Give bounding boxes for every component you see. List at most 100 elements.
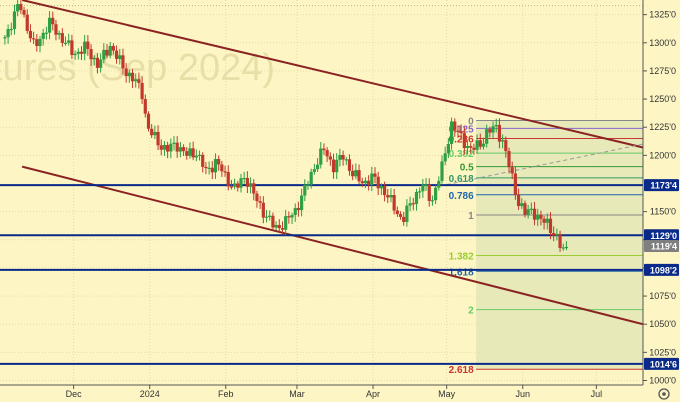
- candle-body: [47, 17, 52, 33]
- candle-body: [507, 151, 511, 168]
- candle-body: [108, 46, 112, 56]
- candle-body: [494, 124, 498, 127]
- candle-body: [146, 113, 151, 129]
- fibonacci-extension: 00.1250.2360.3820.50.6180.78611.3821.618…: [449, 116, 643, 376]
- candle-body: [287, 216, 291, 218]
- x-tick-label: May: [438, 389, 456, 399]
- projection-dashed-line: [446, 143, 644, 186]
- candle-body: [481, 143, 486, 147]
- candle-body: [197, 154, 202, 157]
- settings[interactable]: [658, 388, 670, 400]
- candle-body: [12, 11, 17, 29]
- candle-body: [363, 180, 368, 184]
- candle-body: [421, 184, 425, 192]
- candle-body: [201, 154, 205, 167]
- candle-body: [194, 155, 198, 158]
- candle-body: [392, 195, 396, 211]
- candle-body: [9, 28, 13, 31]
- candle-body: [548, 218, 553, 234]
- candle-body: [86, 41, 90, 49]
- candle-body: [328, 156, 332, 160]
- candle-body: [469, 146, 473, 148]
- candle-body: [159, 145, 163, 150]
- candle-body: [38, 38, 42, 47]
- channel-line-upper: [21, 0, 644, 149]
- price-tag-label: 1098'2: [650, 265, 677, 275]
- fib-level-label: 0: [468, 116, 474, 127]
- price-axis-bg: [643, 0, 680, 402]
- candle-body: [70, 40, 74, 56]
- candle-body: [389, 195, 393, 198]
- candle-body: [130, 72, 135, 82]
- candle-body: [370, 173, 374, 185]
- candle-body: [395, 210, 399, 215]
- price-tag-label: 1173'4: [650, 181, 677, 191]
- candle-body: [207, 167, 211, 169]
- candle-body: [41, 32, 45, 39]
- candle-body: [322, 148, 326, 151]
- fib-level-label: 1: [468, 211, 474, 222]
- x-tick-label: Apr: [366, 389, 380, 399]
- candle-body: [344, 159, 348, 161]
- candle-body: [418, 191, 422, 193]
- candle-body: [382, 185, 387, 196]
- y-tick-label: 1325'0: [649, 10, 676, 20]
- candle-body: [178, 147, 182, 152]
- gear-icon-outer: [658, 388, 670, 400]
- candle-body: [485, 129, 489, 144]
- candle-body: [539, 214, 543, 219]
- candle-body: [542, 218, 546, 223]
- candles: [3, 0, 569, 252]
- candle-body: [465, 146, 470, 149]
- candle-body: [67, 40, 71, 43]
- candle-body: [172, 142, 176, 144]
- candle-body: [102, 49, 106, 60]
- candle-body: [76, 51, 80, 54]
- candle-body: [121, 55, 125, 69]
- fib-level-label: 1.382: [449, 252, 474, 263]
- candle-body: [63, 42, 68, 45]
- fib-level-label: 0.618: [449, 174, 474, 185]
- fib-level-label: 2: [468, 306, 474, 317]
- candle-body: [54, 24, 58, 35]
- candle-body: [60, 33, 64, 43]
- candle-body: [22, 10, 26, 15]
- candle-body: [111, 46, 115, 51]
- candle-body: [523, 203, 527, 215]
- candle-body: [373, 173, 377, 177]
- candle-body: [166, 144, 170, 152]
- candle-body: [191, 148, 195, 158]
- candle-body: [105, 49, 109, 56]
- y-tick-label: 1050'0: [649, 319, 676, 329]
- candle-body: [261, 202, 265, 218]
- candle-body: [258, 201, 262, 203]
- candle-body: [456, 130, 460, 132]
- candle-body: [501, 140, 505, 142]
- candle-body: [312, 169, 316, 172]
- gear-icon[interactable]: [658, 388, 670, 400]
- x-tick-label: Feb: [218, 389, 234, 399]
- candle-body: [210, 167, 214, 173]
- candle-body: [255, 193, 259, 202]
- candle-body: [35, 39, 39, 47]
- candle-body: [268, 215, 272, 217]
- y-tick-label: 1075'0: [649, 291, 676, 301]
- candle-body: [379, 185, 383, 189]
- candle-body: [405, 205, 409, 222]
- candle-body: [331, 159, 336, 173]
- fib-level-label: 1.618: [449, 267, 474, 278]
- candle-body: [277, 224, 281, 229]
- y-tick-label: 1225'0: [649, 122, 676, 132]
- candle-body: [114, 50, 119, 59]
- candle-body: [427, 184, 431, 201]
- candle-body: [188, 148, 192, 156]
- candle-body: [239, 178, 243, 188]
- candle-body: [561, 247, 565, 249]
- candle-body: [408, 203, 412, 206]
- candle-body: [555, 233, 559, 236]
- fib-level-label: 0.236: [449, 134, 474, 145]
- candle-body: [3, 37, 7, 39]
- price-tag-label: 1014'6: [650, 359, 677, 369]
